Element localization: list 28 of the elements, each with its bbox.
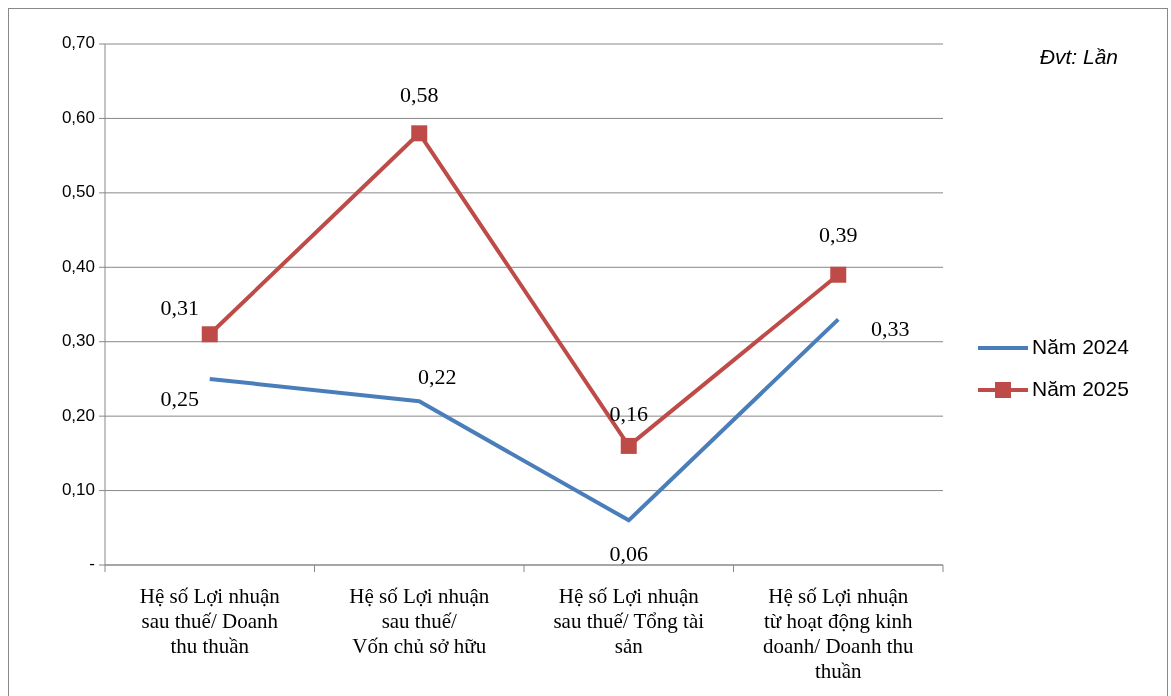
line-series — [207, 317, 841, 523]
y-tick-label: 0,50 — [61, 182, 95, 202]
x-tick-label: Hệ số Lợi nhuận sau thuế/ Vốn chủ sở hữu — [349, 584, 490, 658]
y-tick-label: 0,70 — [61, 33, 95, 53]
data-label: 0,58 — [400, 82, 439, 108]
point — [620, 437, 637, 454]
data-label: 0,31 — [160, 295, 199, 321]
y-tick-label: 0,20 — [61, 405, 95, 425]
data-label: 0,39 — [819, 221, 858, 247]
data-label: 0,25 — [160, 385, 199, 411]
x-tick-label: Hệ số Lợi nhuận từ hoạt động kinh doanh/ Doanh thu thuần — [763, 584, 914, 683]
x-tick-label: Hệ số Lợi nhuận sau thuế/ Tổng tài sản — [553, 584, 705, 658]
text: Đvt: Lần — [1039, 45, 1118, 68]
legend-label: Năm 2024 — [1032, 334, 1130, 358]
data-label: 0,06 — [609, 541, 648, 567]
y-tick-label: 0,40 — [61, 256, 95, 276]
legend-label: Năm 2025 — [1032, 376, 1129, 400]
y-tick-label: 0,60 — [61, 107, 95, 127]
data-label: 0,22 — [418, 364, 457, 390]
point — [201, 326, 218, 343]
data-label: 0,16 — [609, 400, 648, 426]
data-label: 0,33 — [871, 316, 910, 342]
point — [830, 266, 847, 283]
y-tick-label: 0,10 — [61, 480, 95, 500]
point — [411, 125, 428, 142]
y-tick-label: - — [89, 554, 95, 574]
y-tick-label: 0,30 — [61, 331, 95, 351]
x-tick-label: Hệ số Lợi nhuận sau thuế/ Doanh thu thuần — [139, 584, 281, 658]
